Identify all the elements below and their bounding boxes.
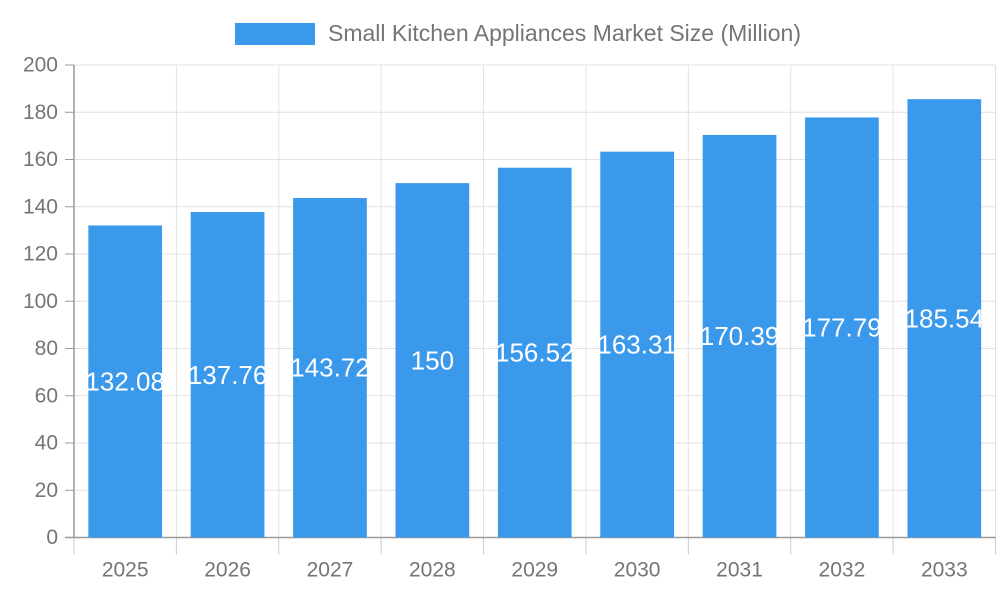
x-axis-label-2026: 2026 bbox=[204, 559, 251, 582]
x-axis-label-2033: 2033 bbox=[921, 559, 968, 582]
bar-2025[interactable] bbox=[88, 225, 163, 538]
x-axis-label-2025: 2025 bbox=[102, 559, 149, 582]
bar-2026[interactable] bbox=[190, 212, 265, 538]
bar-2027[interactable] bbox=[293, 197, 367, 538]
bar-value-label-2027: 143.72 bbox=[290, 353, 370, 383]
x-axis-label-2028: 2028 bbox=[409, 559, 456, 582]
x-axis-label-2031: 2031 bbox=[716, 559, 763, 582]
bar-value-label-2026: 137.76 bbox=[188, 360, 268, 390]
bar-2032[interactable] bbox=[805, 117, 879, 538]
y-axis-label-100: 100 bbox=[23, 290, 58, 313]
bar-2031[interactable] bbox=[702, 134, 777, 538]
y-axis-label-200: 200 bbox=[23, 54, 58, 77]
x-axis-label-2029: 2029 bbox=[511, 559, 558, 582]
bar-2030[interactable] bbox=[600, 151, 674, 538]
y-axis-label-60: 60 bbox=[35, 384, 58, 407]
bar-2033[interactable] bbox=[907, 99, 982, 538]
bar-value-label-2030: 163.31 bbox=[597, 330, 677, 360]
bar-value-label-2029: 156.52 bbox=[495, 338, 575, 368]
y-axis-label-120: 120 bbox=[23, 243, 58, 266]
legend-swatch bbox=[235, 22, 316, 45]
bar-value-label-2025: 132.08 bbox=[85, 366, 165, 396]
bar-value-label-2031: 170.39 bbox=[700, 321, 780, 351]
bar-value-label-2033: 185.54 bbox=[905, 303, 985, 333]
y-axis-label-80: 80 bbox=[35, 337, 58, 360]
y-axis-label-40: 40 bbox=[35, 432, 58, 455]
y-axis-label-20: 20 bbox=[35, 479, 58, 502]
y-axis-label-0: 0 bbox=[46, 526, 58, 549]
bar-value-label-2032: 177.79 bbox=[802, 312, 882, 342]
legend[interactable]: Small Kitchen Appliances Market Size (Mi… bbox=[18, 20, 1000, 47]
x-axis-label-2030: 2030 bbox=[614, 559, 661, 582]
bar-2029[interactable] bbox=[497, 167, 572, 538]
bar-2028[interactable] bbox=[395, 183, 470, 538]
x-axis-label-2032: 2032 bbox=[819, 559, 866, 582]
legend-label: Small Kitchen Appliances Market Size (Mi… bbox=[328, 20, 801, 46]
x-axis-label-2027: 2027 bbox=[307, 559, 354, 582]
y-axis-label-180: 180 bbox=[23, 101, 58, 124]
y-axis-label-160: 160 bbox=[23, 148, 58, 171]
bar-value-label-2028: 150 bbox=[411, 345, 454, 375]
y-axis-label-140: 140 bbox=[23, 195, 58, 218]
